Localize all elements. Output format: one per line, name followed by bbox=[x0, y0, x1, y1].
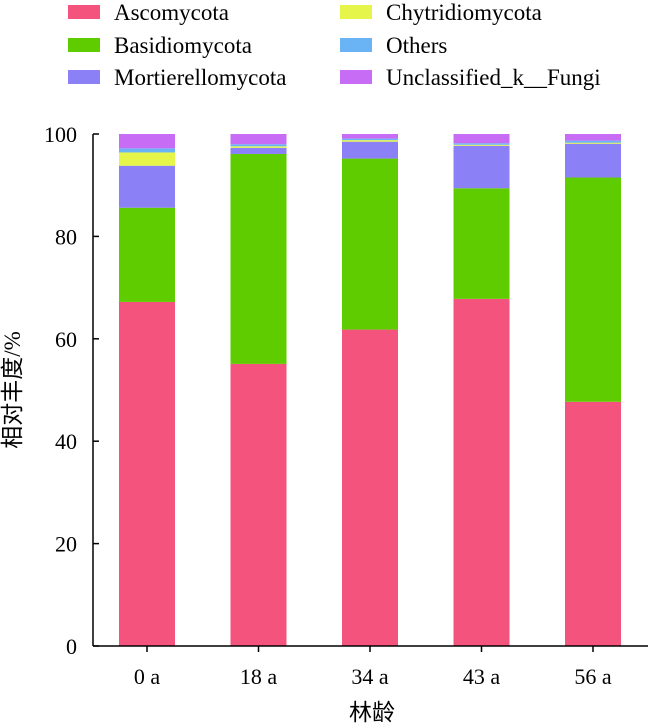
x-tick-label: 34 a bbox=[351, 664, 389, 689]
bar-chytridiomycota-43-a bbox=[453, 144, 510, 146]
bar-basidiomycota-34-a bbox=[342, 158, 398, 330]
bar-ascomycota-0-a bbox=[119, 301, 175, 646]
y-tick-label: 100 bbox=[44, 122, 77, 147]
chart-legend: Ascomycota Basidiomycota Mortierellomycota… bbox=[68, 0, 601, 90]
x-tick-label: 0 a bbox=[134, 664, 161, 689]
x-tick-label: 43 a bbox=[463, 664, 501, 689]
legend-label-others: Others bbox=[386, 33, 447, 58]
legend-swatch-chytridiomycota bbox=[340, 5, 372, 19]
bar-ascomycota-18-a bbox=[230, 363, 287, 646]
bar-ascomycota-56-a bbox=[565, 401, 621, 646]
legend-label-chytridiomycota: Chytridiomycota bbox=[386, 0, 542, 25]
bar-mortierellomycota-43-a bbox=[453, 145, 510, 189]
bar-others-34-a bbox=[342, 138, 398, 141]
bar-ascomycota-43-a bbox=[453, 298, 510, 646]
bar-mortierellomycota-0-a bbox=[119, 165, 175, 208]
bar-mortierellomycota-18-a bbox=[230, 147, 287, 154]
bar-others-0-a bbox=[119, 148, 175, 153]
bar-chytridiomycota-56-a bbox=[565, 142, 621, 144]
x-axis-title: 林龄 bbox=[349, 700, 395, 725]
x-tick-label: 56 a bbox=[574, 664, 612, 689]
bar-basidiomycota-0-a bbox=[119, 207, 175, 302]
legend-swatch-ascomycota bbox=[68, 5, 100, 19]
bar-basidiomycota-43-a bbox=[453, 188, 510, 299]
bar-mortierellomycota-34-a bbox=[342, 141, 398, 159]
y-tick-label: 0 bbox=[66, 634, 77, 659]
legend-label-basidiomycota: Basidiomycota bbox=[114, 33, 252, 58]
bar-others-43-a bbox=[453, 143, 510, 145]
bar-chytridiomycota-34-a bbox=[342, 140, 398, 142]
legend-label-ascomycota: Ascomycota bbox=[114, 0, 229, 25]
bar-mortierellomycota-56-a bbox=[565, 143, 621, 178]
y-tick-label: 40 bbox=[55, 429, 77, 454]
legend-label-mortierellomycota: Mortierellomycota bbox=[114, 65, 286, 90]
bar-unclassified-k-fungi-34-a bbox=[342, 134, 398, 139]
bar-chytridiomycota-0-a bbox=[119, 152, 175, 166]
bar-unclassified-k-fungi-56-a bbox=[565, 134, 621, 141]
legend-swatch-basidiomycota bbox=[68, 38, 100, 52]
legend-swatch-others bbox=[340, 38, 372, 52]
bar-unclassified-k-fungi-18-a bbox=[230, 134, 287, 145]
bar-unclassified-k-fungi-0-a bbox=[119, 134, 175, 149]
legend-swatch-unclassified-k-fungi bbox=[340, 70, 372, 84]
bar-basidiomycota-56-a bbox=[565, 177, 621, 402]
bar-chytridiomycota-18-a bbox=[230, 146, 287, 148]
bar-others-56-a bbox=[565, 140, 621, 143]
legend-swatch-mortierellomycota bbox=[68, 70, 100, 84]
plot-bars bbox=[119, 134, 621, 646]
legend-label-unclassified-k-fungi: Unclassified_k__Fungi bbox=[386, 65, 601, 90]
y-axis-title: 相对丰度/% bbox=[0, 331, 25, 449]
bar-unclassified-k-fungi-43-a bbox=[453, 134, 510, 144]
y-tick-label: 80 bbox=[55, 224, 77, 249]
bar-basidiomycota-18-a bbox=[230, 153, 287, 364]
plot-axes: 0 a 18 a 34 a 43 a 56 a 0 20 40 60 80 100 bbox=[44, 122, 648, 689]
y-tick-label: 60 bbox=[55, 327, 77, 352]
bar-others-18-a bbox=[230, 144, 287, 147]
y-tick-label: 20 bbox=[55, 532, 77, 557]
x-tick-label: 18 a bbox=[240, 664, 278, 689]
bar-ascomycota-34-a bbox=[342, 329, 398, 646]
